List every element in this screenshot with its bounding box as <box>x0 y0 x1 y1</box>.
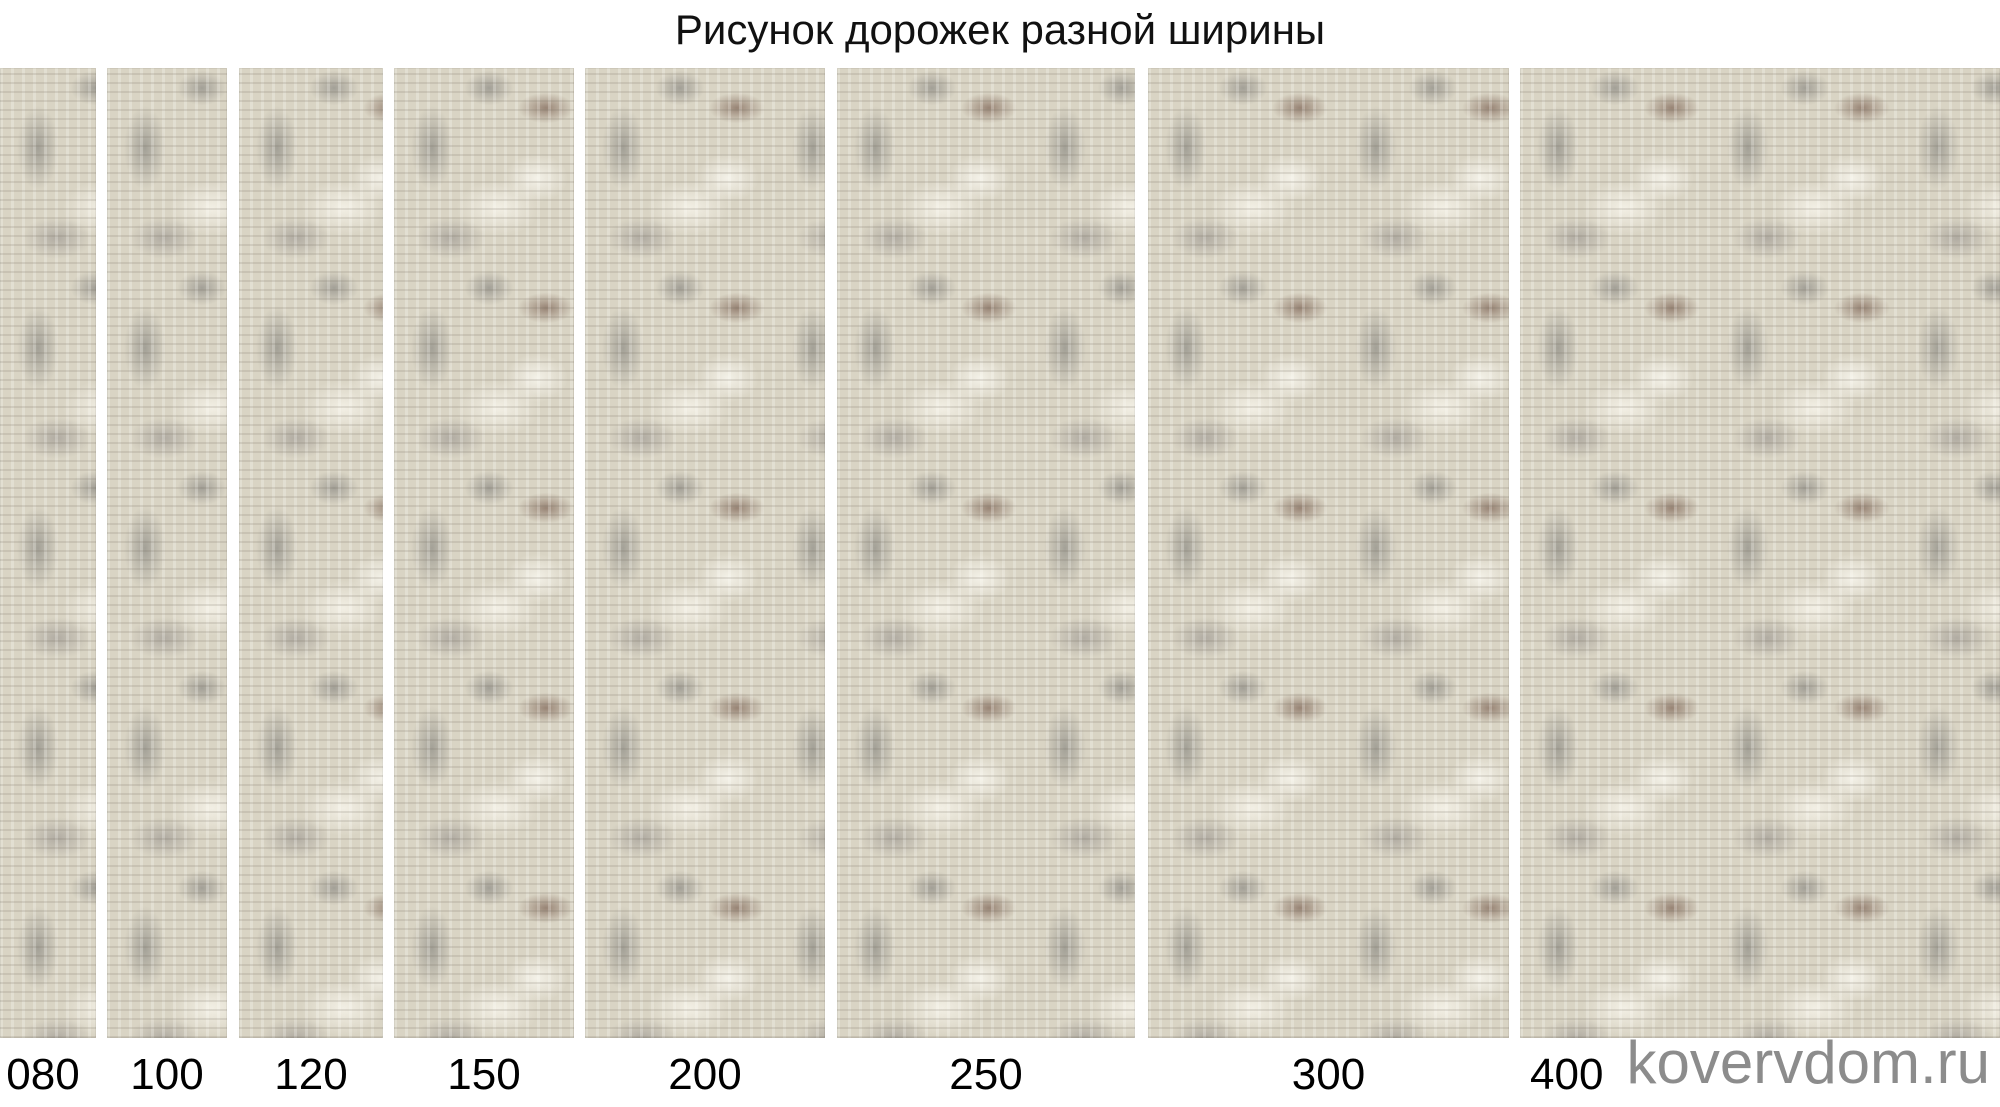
runner-120-image <box>239 68 383 1038</box>
runner-400-image <box>1520 68 2000 1038</box>
page-title: Рисунок дорожек разной ширины <box>674 6 1326 53</box>
runner-250-label: 250 <box>949 1050 1023 1099</box>
runner-080-image <box>0 68 96 1038</box>
runner-150-label: 150 <box>447 1050 521 1099</box>
runner-400-label: 400 <box>1530 1050 1604 1099</box>
runner-080-label: 080 <box>6 1050 80 1099</box>
runner-100-label: 100 <box>130 1050 204 1099</box>
runner-100-image <box>107 68 227 1038</box>
runner-120-label: 120 <box>274 1050 348 1099</box>
watermark-logo: kovervdom.ru <box>1626 1029 1990 1096</box>
runner-250-image <box>837 68 1135 1038</box>
runner-300-label: 300 <box>1291 1050 1366 1099</box>
runner-200-image <box>585 68 825 1038</box>
runner-200-label: 200 <box>668 1050 742 1099</box>
runner-150-image <box>394 68 574 1038</box>
runner-300-image <box>1148 68 1509 1038</box>
